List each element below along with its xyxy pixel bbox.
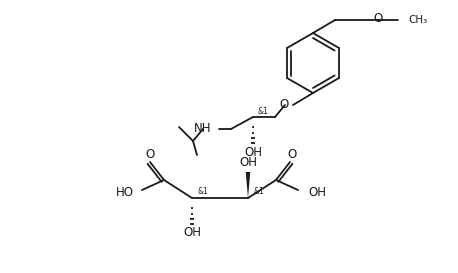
- Text: HO: HO: [116, 185, 134, 198]
- Text: O: O: [287, 149, 297, 162]
- Text: OH: OH: [308, 185, 326, 198]
- Text: OH: OH: [244, 146, 262, 159]
- Text: O: O: [280, 99, 289, 111]
- Text: &1: &1: [257, 108, 268, 117]
- Text: O: O: [373, 13, 382, 25]
- Text: CH₃: CH₃: [408, 15, 427, 25]
- Text: &1: &1: [197, 188, 208, 197]
- Text: OH: OH: [183, 227, 201, 239]
- Text: NH: NH: [193, 123, 211, 135]
- Polygon shape: [246, 172, 250, 198]
- Text: &1: &1: [253, 188, 264, 197]
- Text: O: O: [145, 149, 155, 162]
- Text: OH: OH: [239, 156, 257, 170]
